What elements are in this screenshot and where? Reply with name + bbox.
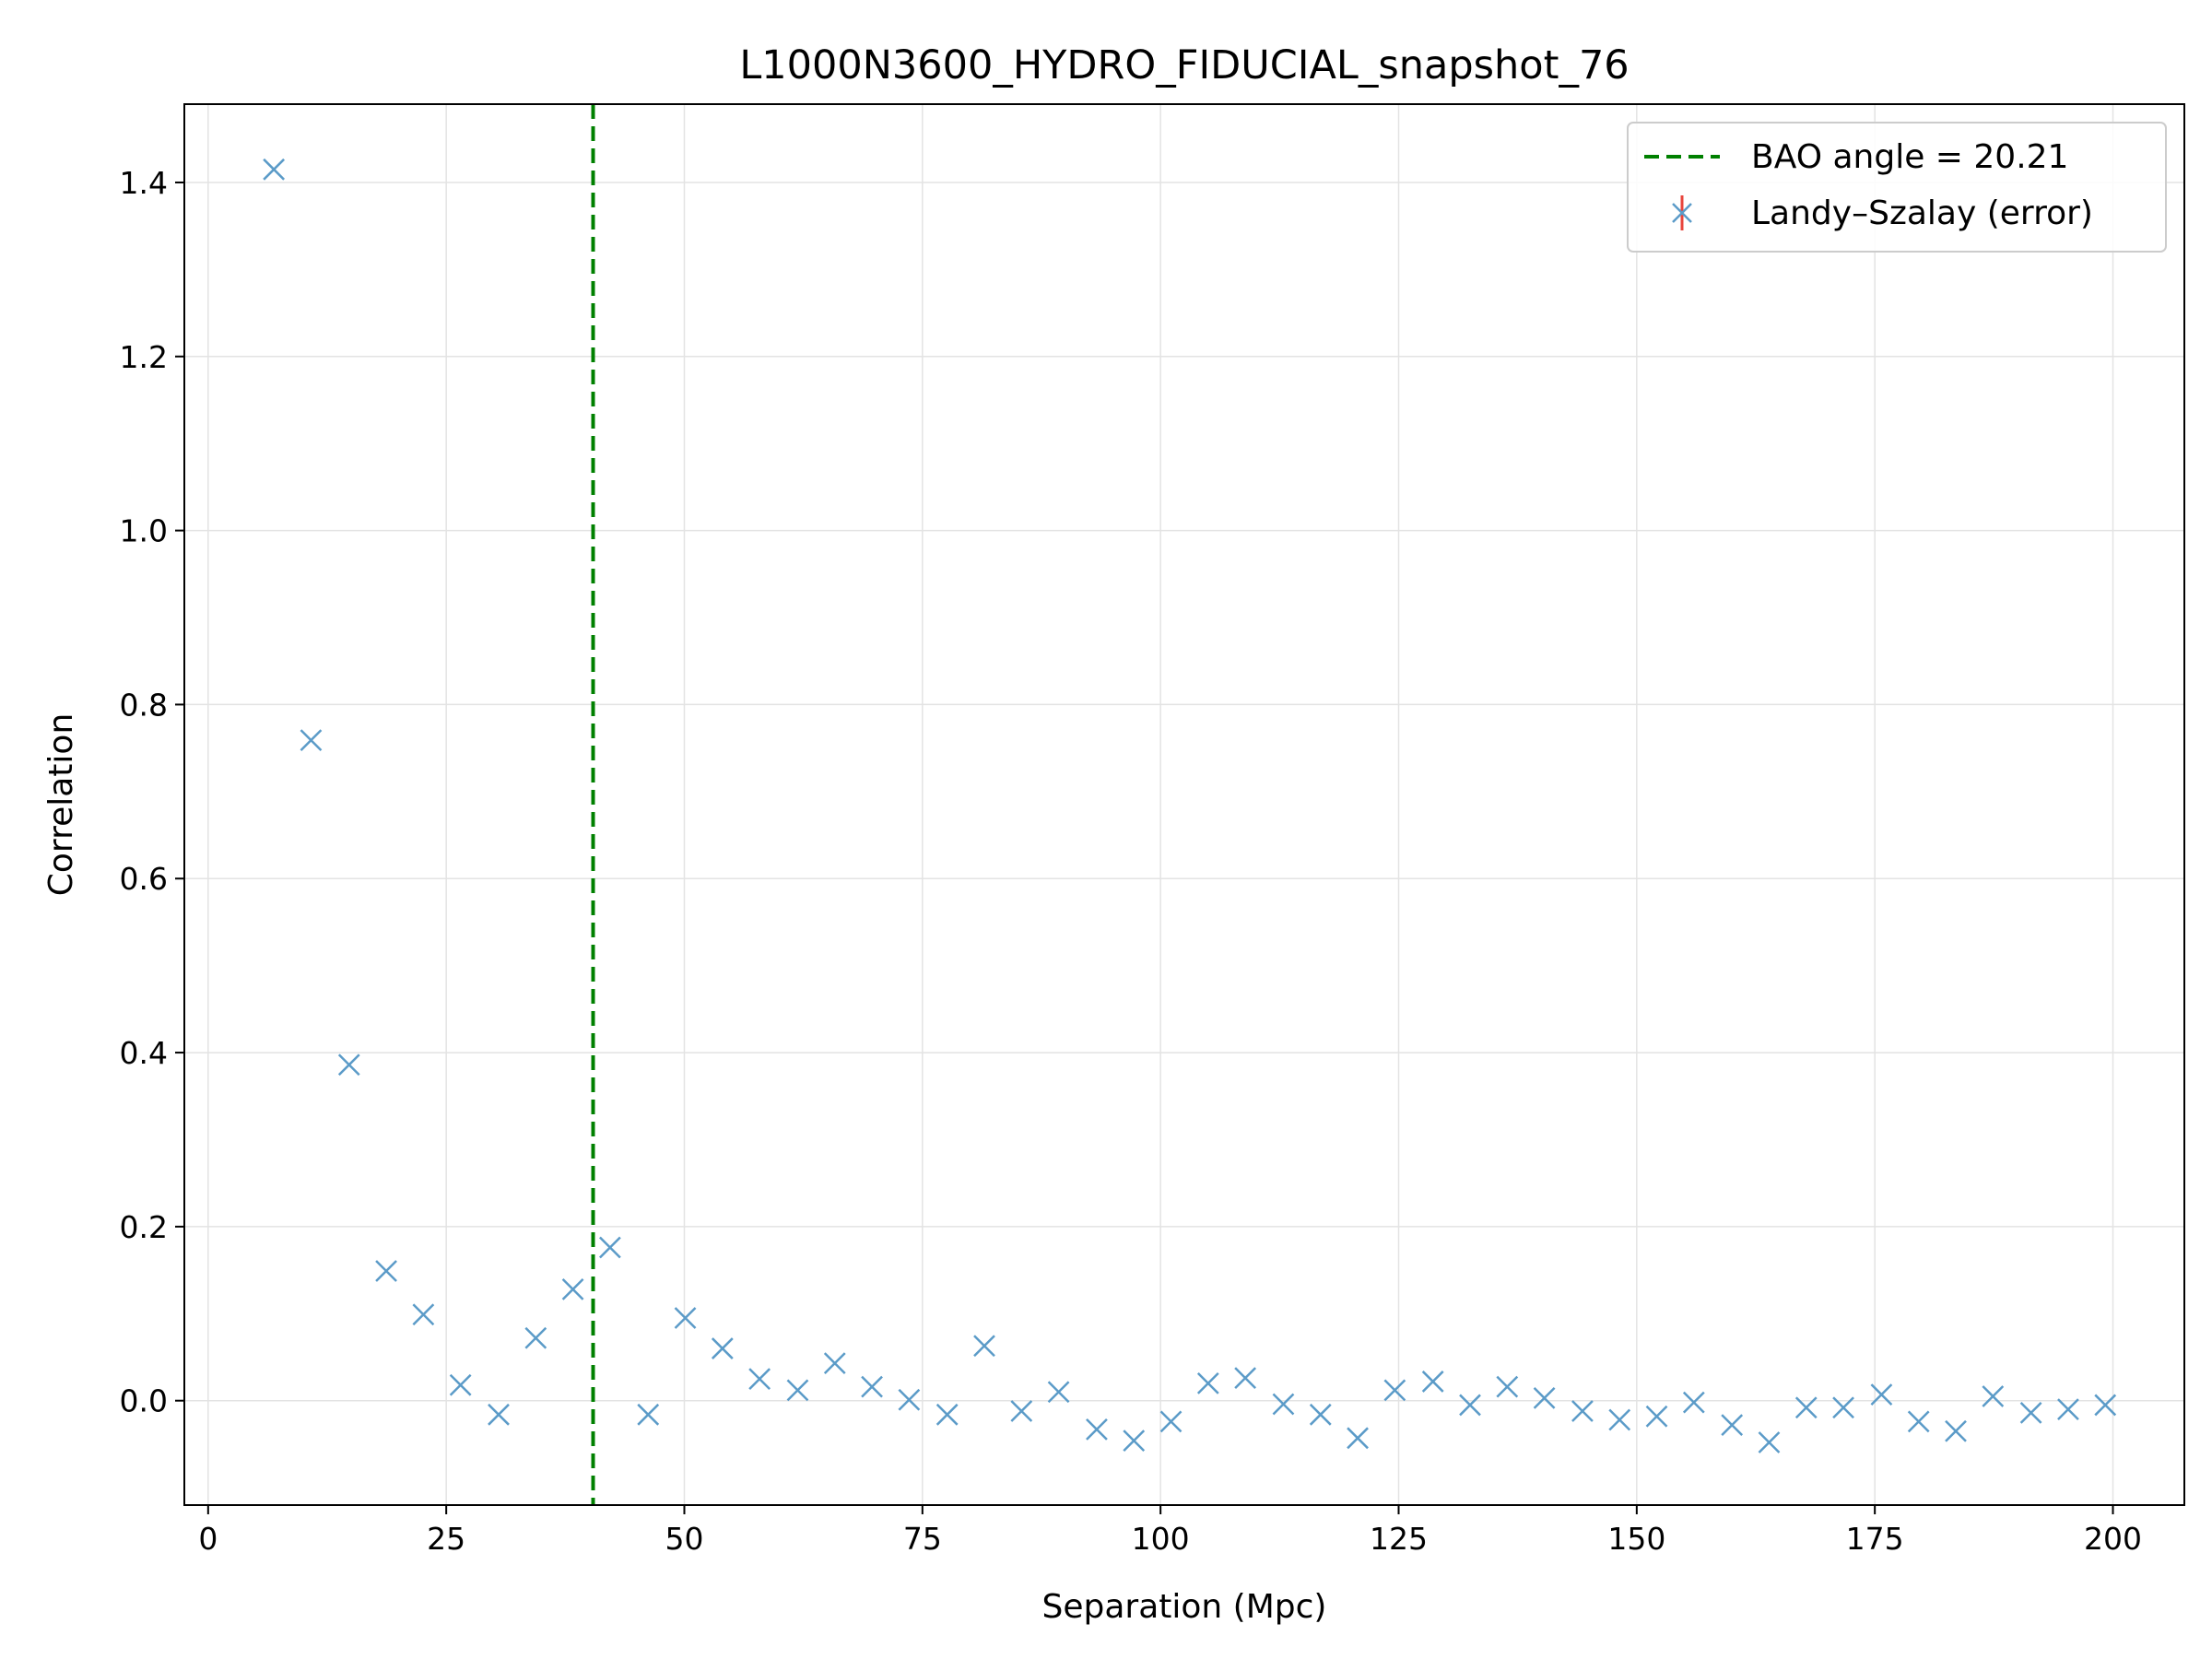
x-tick-label: 125 — [1370, 1521, 1428, 1557]
y-axis-label: Correlation — [42, 713, 80, 897]
legend-x-marker — [1672, 203, 1692, 223]
y-tick-label: 0.6 — [120, 861, 168, 897]
data-point-marker — [1047, 1381, 1070, 1404]
data-point-marker — [1272, 1393, 1295, 1416]
data-point-marker — [1496, 1375, 1519, 1398]
data-point-marker — [861, 1375, 883, 1398]
y-tick-label: 0.2 — [120, 1209, 168, 1245]
data-point-marker — [1196, 1371, 1219, 1394]
plot-frame — [183, 103, 2185, 1506]
data-point-marker — [337, 1053, 360, 1077]
data-point-marker — [2057, 1398, 2079, 1421]
data-points — [263, 158, 2117, 1453]
data-point-marker — [561, 1277, 584, 1300]
data-point-marker — [637, 1403, 660, 1426]
data-point-marker — [1682, 1391, 1705, 1414]
x-tick-label: 0 — [198, 1521, 218, 1557]
y-tick-label: 1.0 — [120, 513, 168, 549]
data-point-marker — [935, 1403, 959, 1426]
y-axis-ticks: 0.0 0.2 0.4 0.6 0.8 1.0 1.2 1.4 — [120, 165, 184, 1419]
data-point-marker — [1907, 1410, 1930, 1433]
data-point-marker — [1870, 1383, 1893, 1406]
data-point-marker — [973, 1335, 995, 1358]
data-point-marker — [263, 158, 286, 181]
data-point-marker — [823, 1352, 846, 1374]
data-point-marker — [1721, 1414, 1744, 1437]
data-point-marker — [1645, 1405, 1668, 1428]
data-point-marker — [786, 1379, 809, 1402]
data-point-marker — [1571, 1400, 1594, 1422]
data-point-marker — [524, 1326, 547, 1349]
data-point-marker — [1832, 1396, 1854, 1419]
data-point-marker — [1794, 1396, 1818, 1419]
data-point-marker — [449, 1373, 472, 1396]
data-point-marker — [1086, 1418, 1108, 1441]
x-axis-ticks: 0 25 50 75 100 125 150 175 200 — [198, 1505, 2142, 1557]
data-point-marker — [674, 1307, 697, 1329]
data-point-marker — [748, 1368, 771, 1390]
data-point-marker — [1459, 1394, 1481, 1417]
x-tick-label: 75 — [903, 1521, 942, 1557]
legend: BAO angle = 20.21 Landy–Szalay (error) — [1627, 122, 2167, 253]
data-point-marker — [2019, 1402, 2042, 1424]
y-tick-label: 0.0 — [120, 1383, 168, 1419]
legend-box — [1627, 122, 2167, 253]
y-tick-label: 0.8 — [120, 687, 168, 723]
data-point-marker — [1123, 1430, 1146, 1453]
data-point-marker — [1533, 1386, 1556, 1409]
data-point-marker — [375, 1260, 397, 1282]
legend-series-label: Landy–Szalay (error) — [1751, 194, 2093, 232]
data-point-marker — [1982, 1385, 2005, 1407]
data-point-marker — [711, 1337, 734, 1359]
data-point-marker — [1608, 1408, 1631, 1431]
data-point-marker — [1383, 1379, 1406, 1402]
data-point-marker — [412, 1303, 435, 1326]
x-tick-label: 25 — [427, 1521, 465, 1557]
x-tick-label: 50 — [665, 1521, 704, 1557]
y-tick-label: 1.4 — [120, 165, 168, 201]
data-point-marker — [1010, 1400, 1033, 1422]
x-tick-label: 200 — [2084, 1521, 2142, 1557]
y-tick-label: 0.4 — [120, 1035, 168, 1071]
data-point-marker — [1159, 1410, 1182, 1433]
x-axis-label: Separation (Mpc) — [1042, 1588, 1327, 1626]
data-point-marker — [599, 1236, 621, 1259]
data-point-marker — [1234, 1367, 1257, 1390]
data-point-marker — [1945, 1419, 1967, 1442]
data-point-marker — [1758, 1431, 1781, 1453]
x-tick-label: 150 — [1607, 1521, 1665, 1557]
legend-vline-label: BAO angle = 20.21 — [1751, 138, 2068, 176]
chart-title: L1000N3600_HYDRO_FIDUCIAL_snapshot_76 — [739, 42, 1629, 88]
data-point-marker — [1421, 1371, 1444, 1393]
data-point-marker — [300, 729, 323, 752]
y-tick-label: 1.2 — [120, 339, 168, 375]
x-tick-label: 175 — [1846, 1521, 1904, 1557]
data-point-marker — [1347, 1427, 1369, 1450]
data-point-marker — [488, 1403, 510, 1426]
data-point-marker — [898, 1388, 921, 1411]
data-point-marker — [1309, 1403, 1332, 1426]
data-point-marker — [2094, 1394, 2117, 1417]
x-tick-label: 100 — [1132, 1521, 1190, 1557]
